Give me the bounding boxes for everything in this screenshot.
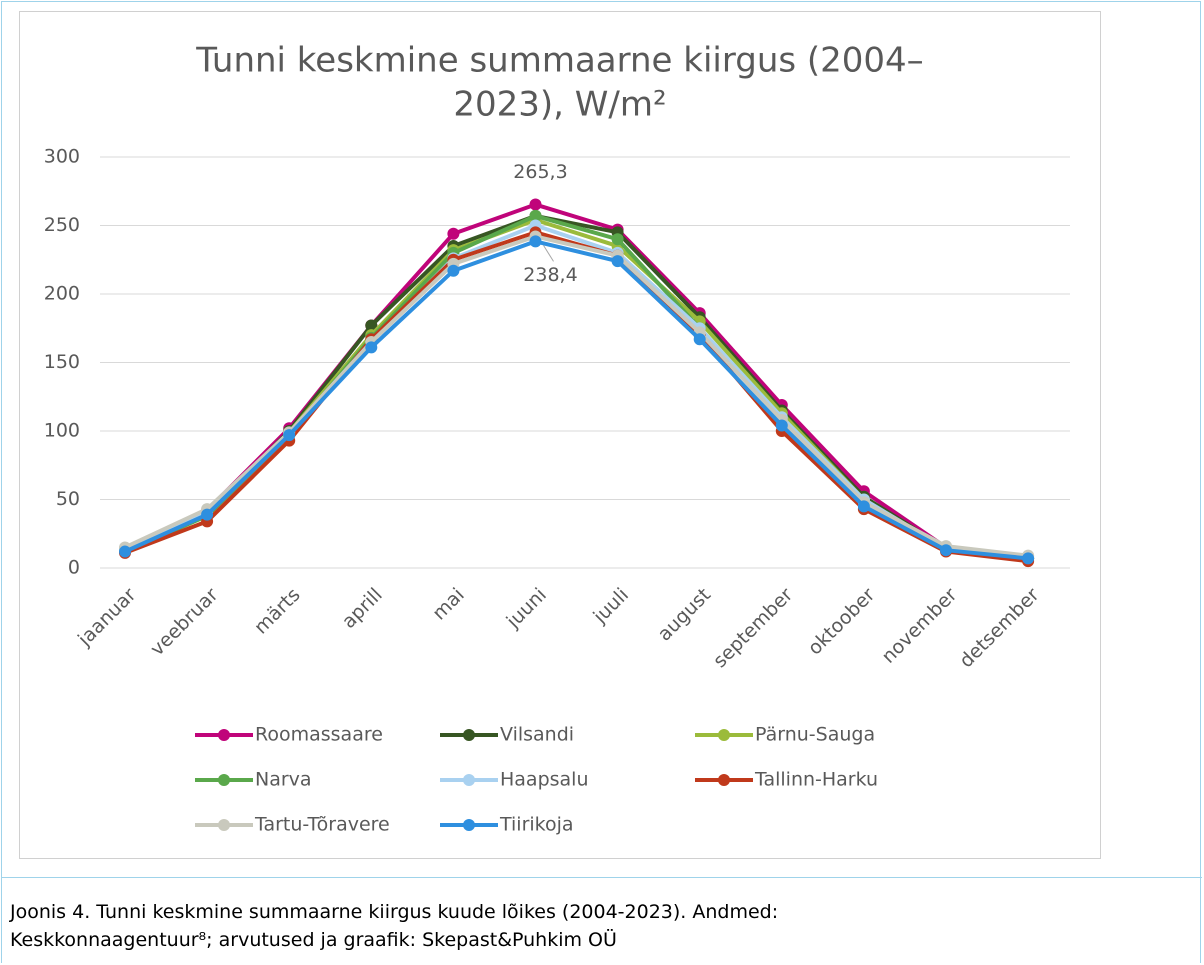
marker — [447, 264, 460, 277]
legend-label: Vilsandi — [500, 724, 574, 746]
series-line — [124, 234, 1029, 558]
legend-label: Pärnu-Sauga — [755, 724, 875, 746]
legend-label: Tallinn-Harku — [754, 769, 878, 791]
chart-box — [19, 11, 1101, 859]
y-tick-label: 150 — [44, 351, 80, 373]
legend-label: Tiirikoja — [499, 814, 574, 836]
legend-label: Roomassaare — [255, 724, 383, 746]
x-tick-label: oktoober — [804, 584, 880, 660]
x-tick-label: veebruar — [146, 584, 222, 660]
marker — [529, 235, 542, 248]
marker — [529, 198, 542, 211]
legend-marker — [463, 819, 475, 831]
x-tick-label: jaanuar — [73, 584, 140, 651]
marker — [201, 508, 214, 521]
chart-title: Tunni keskmine summaarne kiirgus (2004– — [195, 41, 923, 81]
legend-label: Haapsalu — [500, 769, 589, 791]
marker — [365, 341, 378, 354]
legend-marker — [718, 774, 730, 786]
x-tick-label: aprill — [338, 584, 387, 633]
marker — [775, 419, 788, 432]
data-label: 238,4 — [523, 264, 577, 286]
legend-label: Tartu-Tõravere — [254, 814, 390, 836]
series-line — [124, 230, 1029, 564]
marker — [611, 255, 624, 268]
legend-marker — [218, 729, 230, 741]
caption-line: Keskkonnaagentuur⁸; arvutused ja graafik… — [10, 929, 617, 951]
legend-marker — [218, 774, 230, 786]
label-leader — [543, 245, 554, 262]
y-tick-label: 100 — [44, 420, 80, 442]
x-tick-label: august — [654, 584, 716, 646]
marker — [857, 500, 870, 513]
x-tick-label: märts — [250, 584, 305, 639]
legend-marker — [218, 819, 230, 831]
x-tick-label: juuli — [589, 584, 633, 628]
chart: Tunni keskmine summaarne kiirgus (2004–2… — [44, 41, 1070, 836]
marker — [119, 545, 131, 558]
x-tick-label: detsember — [955, 584, 1043, 672]
caption: Joonis 4. Tunni keskmine summaarne kiirg… — [10, 898, 778, 954]
marker — [447, 227, 460, 240]
chart-title: 2023), W/m² — [453, 85, 666, 125]
marker — [611, 233, 624, 246]
data-label: 265,3 — [513, 161, 567, 183]
caption-line: Joonis 4. Tunni keskmine summaarne kiirg… — [10, 901, 779, 923]
marker — [283, 429, 296, 442]
y-tick-label: 300 — [44, 146, 80, 168]
x-tick-label: september — [709, 584, 797, 672]
marker — [1022, 552, 1035, 565]
x-tick-label: mai — [428, 584, 469, 625]
legend-marker — [463, 774, 475, 786]
separator — [1, 877, 1202, 878]
series-line — [124, 202, 1029, 561]
x-tick-label: juuni — [502, 584, 551, 633]
legend-marker — [718, 729, 730, 741]
marker — [693, 333, 706, 346]
y-tick-label: 200 — [44, 283, 80, 305]
marker — [365, 319, 378, 332]
legend-label: Narva — [255, 769, 312, 791]
y-tick-label: 50 — [56, 488, 80, 510]
marker — [529, 209, 542, 222]
y-tick-label: 0 — [68, 557, 80, 579]
marker — [940, 544, 952, 557]
series-line — [124, 239, 1029, 561]
y-tick-label: 250 — [44, 214, 80, 236]
x-tick-label: november — [878, 584, 962, 668]
legend-marker — [463, 729, 475, 741]
